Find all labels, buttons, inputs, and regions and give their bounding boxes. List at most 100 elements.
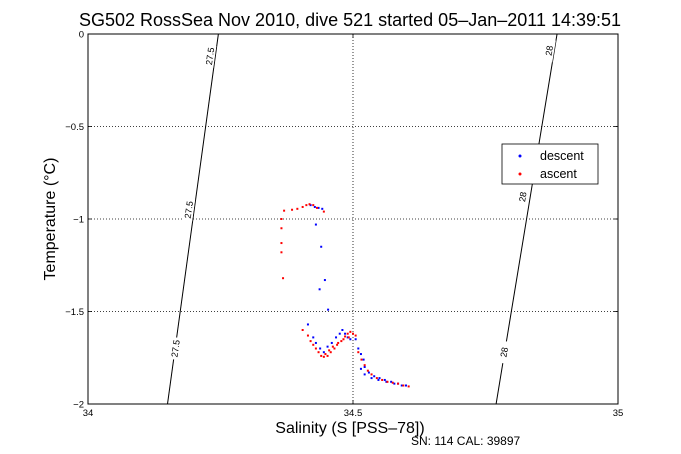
point-descent [390, 380, 393, 383]
contour-label-group: 28 [542, 38, 556, 63]
point-ascent [312, 343, 315, 346]
point-descent [400, 384, 403, 387]
contour-label-group: 27.5 [182, 198, 196, 222]
point-ascent [280, 227, 283, 230]
point-descent [383, 378, 386, 381]
point-descent [313, 205, 316, 208]
y-tick-label: 0 [79, 30, 84, 41]
x-tick-label: 34.5 [344, 408, 363, 419]
contour-label-bg [542, 38, 556, 63]
point-ascent [397, 382, 400, 385]
point-descent [320, 245, 323, 248]
point-descent [378, 377, 381, 380]
point-ascent [301, 329, 304, 331]
point-ascent [315, 206, 318, 209]
point-ascent [363, 364, 366, 367]
point-ascent [347, 336, 350, 339]
point-descent [323, 279, 326, 282]
point-ascent [322, 355, 325, 358]
point-descent [341, 329, 344, 331]
point-ascent [296, 207, 299, 210]
x-tick-label: 34 [83, 408, 94, 419]
contour-label: 28 [498, 346, 509, 358]
contour-label: 27.5 [183, 200, 195, 219]
point-descent [318, 288, 321, 291]
contour-label: 28 [517, 191, 528, 203]
y-tick-label: −2 [73, 400, 84, 411]
point-descent [321, 207, 324, 210]
legend-marker-descent [518, 154, 522, 158]
point-ascent [386, 380, 389, 383]
point-ascent [340, 340, 343, 343]
chart-title: SG502 RossSea Nov 2010, dive 521 started… [79, 10, 621, 30]
point-descent [363, 373, 366, 376]
contour-label-group: 27.5 [203, 44, 217, 68]
point-ascent [320, 354, 323, 357]
point-ascent [357, 351, 360, 354]
point-ascent [309, 340, 312, 343]
point-descent [327, 308, 330, 311]
point-ascent [352, 332, 354, 335]
contour-label: 27.5 [204, 47, 216, 66]
point-ascent [329, 351, 332, 354]
point-ascent [381, 378, 384, 381]
contour-label-bg [497, 340, 511, 364]
grid [88, 34, 618, 404]
point-ascent [402, 384, 405, 387]
point-ascent [306, 334, 309, 337]
point-ascent [317, 351, 320, 354]
point-ascent [282, 277, 285, 280]
density-contours: 27.5 27.5 27.5 28 28 28 [167, 33, 558, 405]
point-ascent [322, 210, 325, 213]
point-descent [330, 341, 333, 344]
point-descent [326, 345, 329, 348]
point-ascent [328, 349, 331, 352]
point-ascent [407, 385, 410, 388]
contour-label-group: 28 [515, 185, 530, 209]
point-descent [349, 338, 352, 341]
point-descent [363, 366, 366, 368]
point-descent [377, 378, 380, 381]
contour-label: 28 [544, 45, 555, 57]
legend-box [501, 143, 599, 185]
point-ascent [360, 358, 363, 361]
contour-label: 27.5 [170, 339, 182, 358]
point-ascent [375, 377, 378, 380]
contour-label-bg [168, 336, 182, 361]
footer-serial-calibration: SN: 114 CAL: 39897 [411, 434, 521, 448]
point-descent [344, 332, 347, 335]
point-descent [385, 380, 388, 383]
data-points [280, 203, 410, 388]
point-descent [338, 332, 341, 335]
legend-label-ascent: ascent [540, 167, 577, 181]
point-ascent [333, 347, 336, 350]
point-ascent [336, 343, 339, 346]
contour-label-bg [182, 198, 196, 222]
point-ascent [349, 330, 352, 333]
point-ascent [280, 242, 283, 245]
point-ascent [314, 347, 317, 350]
point-descent [314, 223, 317, 226]
point-descent [309, 204, 312, 207]
point-descent [346, 336, 349, 339]
point-descent [314, 341, 317, 344]
point-ascent [291, 208, 294, 211]
point-descent [357, 347, 360, 350]
point-descent [317, 206, 320, 209]
y-tick-label: −0.5 [65, 122, 84, 133]
point-ascent [312, 204, 315, 207]
point-ascent [354, 334, 357, 337]
point-descent [359, 367, 362, 370]
point-descent [373, 375, 376, 378]
point-ascent [305, 204, 308, 207]
x-axis-label: Salinity (S [PSS–78]) [275, 420, 424, 437]
point-ascent [366, 369, 369, 372]
contour-label-bg [515, 185, 530, 209]
point-descent [370, 377, 373, 380]
point-descent [322, 351, 325, 354]
point-descent [393, 382, 396, 385]
y-tick-label: −1 [73, 215, 84, 226]
point-descent [362, 358, 365, 361]
point-ascent [370, 373, 373, 376]
x-axis: 34 34.5 35 [83, 34, 623, 419]
